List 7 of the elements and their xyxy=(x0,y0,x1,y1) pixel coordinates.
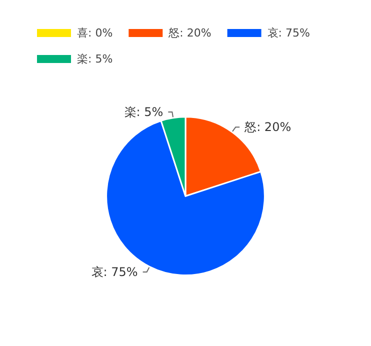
slice-label: 怒: 20% xyxy=(244,120,292,134)
slice-label: 楽: 5% xyxy=(124,104,164,119)
legend-label: 楽: 5% xyxy=(77,52,113,66)
legend-label: 哀: 75% xyxy=(267,26,310,40)
slice-label: 哀: 75% xyxy=(91,265,138,280)
legend-label: 怒: 20% xyxy=(168,26,212,40)
legend-label: 喜: 0% xyxy=(77,26,113,40)
